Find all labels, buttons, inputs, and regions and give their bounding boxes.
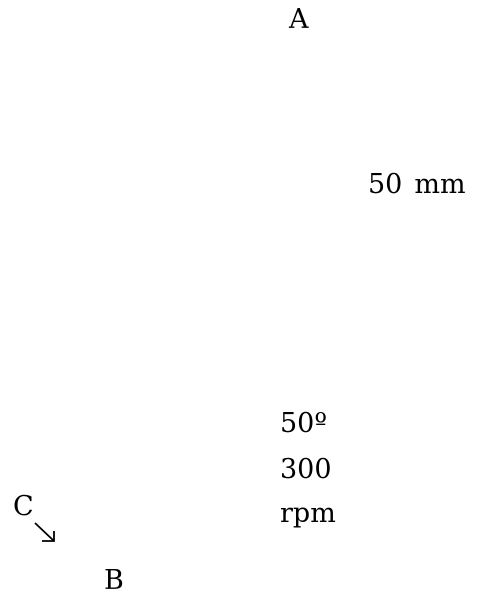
speed-value-label: 300 (280, 454, 332, 485)
link-length-unit: mm (414, 169, 466, 200)
point-b-label: B (104, 565, 124, 596)
link-length-label: 50 mm (368, 171, 466, 198)
point-c-label: C (13, 491, 34, 522)
arrow-down-right-icon (34, 522, 55, 542)
speed-unit-label: rpm (280, 498, 336, 529)
point-a-label: A (289, 4, 309, 35)
angle-label: 50º (280, 408, 328, 439)
link-length-value: 50 (368, 169, 403, 200)
